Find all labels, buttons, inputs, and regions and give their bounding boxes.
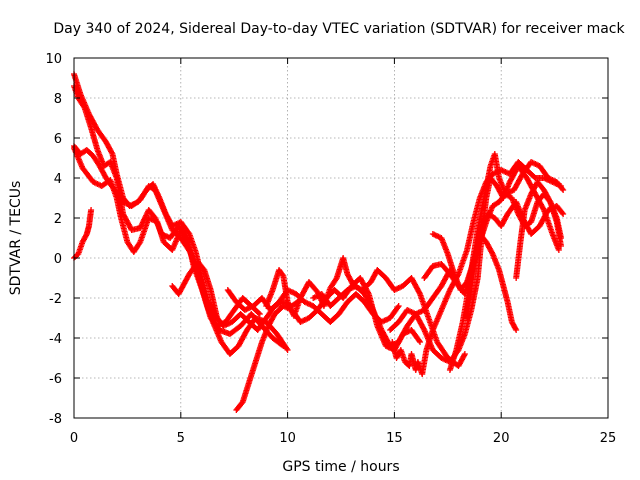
data-point-marker xyxy=(420,325,427,332)
data-point-marker xyxy=(419,371,426,377)
x-tick-label: 20 xyxy=(493,431,510,446)
y-tick-label: 0 xyxy=(54,252,62,267)
y-tick-label: -2 xyxy=(49,292,62,307)
x-axis-title: GPS time / hours xyxy=(282,459,399,475)
data-point-marker xyxy=(88,207,95,213)
data-point-marker xyxy=(417,339,424,345)
y-tick-label: 10 xyxy=(45,52,62,67)
data-point-marker xyxy=(559,209,566,216)
data-series xyxy=(71,71,567,413)
data-point-marker xyxy=(555,247,562,253)
data-point-marker xyxy=(416,289,423,296)
series-track-5 xyxy=(71,207,95,261)
data-point-marker xyxy=(108,149,115,156)
data-point-marker xyxy=(279,271,286,278)
data-point-marker xyxy=(279,342,286,349)
data-point-marker xyxy=(416,337,423,344)
data-point-marker xyxy=(559,185,566,192)
data-point-marker xyxy=(80,103,87,110)
data-point-marker xyxy=(540,205,547,212)
data-point-marker xyxy=(187,249,194,256)
data-point-marker xyxy=(332,276,339,283)
data-point-marker xyxy=(214,315,221,321)
data-point-marker xyxy=(513,327,520,333)
series-track-17 xyxy=(429,191,565,293)
y-tick-label: -4 xyxy=(49,332,62,347)
data-point-marker xyxy=(395,303,402,309)
series-track-18 xyxy=(389,339,426,377)
data-point-marker xyxy=(255,310,262,316)
data-point-marker xyxy=(256,311,263,317)
y-tick-label: 2 xyxy=(54,212,62,227)
data-point-marker xyxy=(183,233,190,240)
y-tick-label: -8 xyxy=(49,412,62,427)
y-tick-label: -6 xyxy=(49,372,62,387)
data-point-marker xyxy=(83,232,90,239)
x-tick-label: 10 xyxy=(279,431,296,446)
plot-frame xyxy=(73,57,609,419)
data-point-marker xyxy=(284,347,291,353)
data-point-marker xyxy=(461,351,468,357)
data-point-marker xyxy=(369,305,376,312)
x-tick-label: 25 xyxy=(600,431,617,446)
y-tick-label: 6 xyxy=(54,132,62,147)
chart-title: Day 340 of 2024, Sidereal Day-to-day VTE… xyxy=(53,21,625,37)
data-point-marker xyxy=(558,235,565,241)
x-tick-label: 0 xyxy=(70,431,78,446)
y-tick-label: 4 xyxy=(54,172,62,187)
data-point-marker xyxy=(283,345,290,352)
series-track-4 xyxy=(71,143,263,329)
series-track-9 xyxy=(263,255,468,369)
series-track-2 xyxy=(71,145,291,357)
series-track-13 xyxy=(419,159,565,377)
data-point-marker xyxy=(560,211,567,217)
data-point-marker xyxy=(560,187,567,193)
data-point-marker xyxy=(558,243,565,249)
data-point-marker xyxy=(512,325,519,332)
data-point-marker xyxy=(558,183,565,189)
x-tick-label: 15 xyxy=(386,431,403,446)
data-point-marker xyxy=(136,240,143,247)
series-track-6 xyxy=(169,259,221,321)
y-axis-title: SDTVAR / TECUs xyxy=(8,181,24,296)
axis-ticks: 0 5 10 15 20 25 -8 -6 -4 -2 0 2 4 6 8 10 xyxy=(45,52,616,446)
y-tick-label: 8 xyxy=(54,92,62,107)
data-point-marker xyxy=(461,352,468,359)
data-point-marker xyxy=(394,304,401,311)
data-point-marker xyxy=(280,343,287,349)
data-point-marker xyxy=(488,249,495,256)
x-tick-label: 5 xyxy=(177,431,185,446)
